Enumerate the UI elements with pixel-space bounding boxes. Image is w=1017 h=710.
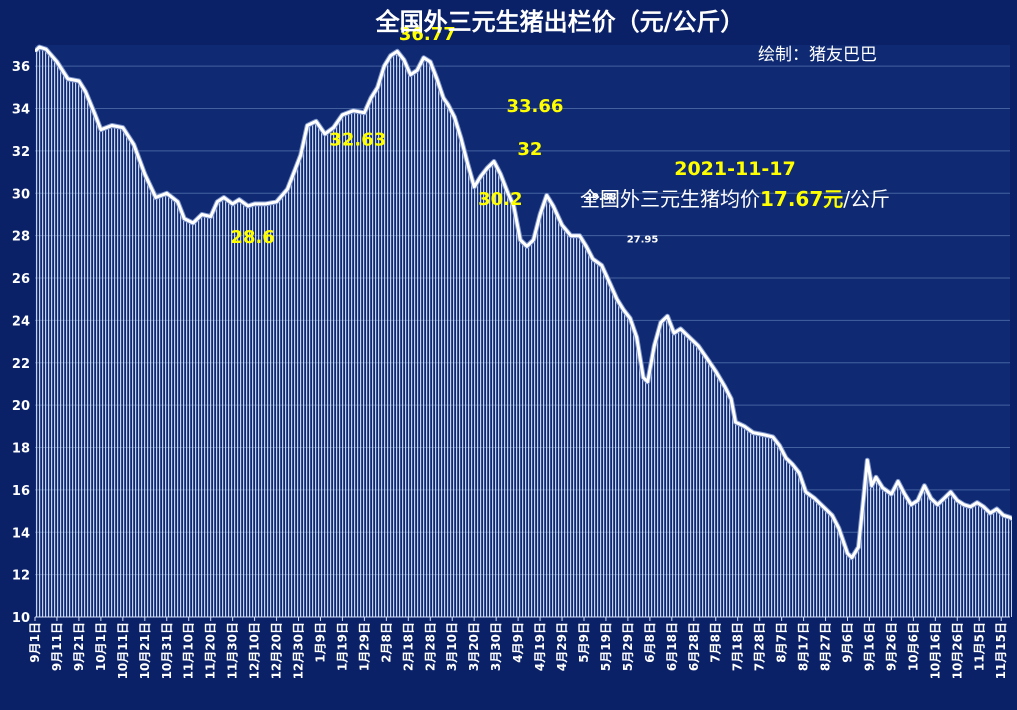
x-tick-label: 3月20日 — [467, 622, 481, 671]
x-tick-label: 11月30日 — [226, 622, 240, 679]
value-annotation: 32 — [517, 139, 542, 160]
value-annotation: 33.66 — [506, 96, 563, 117]
y-tick-label: 30 — [12, 187, 30, 202]
x-tick-label: 10月1日 — [94, 622, 108, 671]
x-tick-label: 9月11日 — [50, 622, 64, 671]
x-tick-label: 12月20日 — [270, 622, 284, 679]
latest-note-value: 17.67元 — [760, 187, 843, 211]
x-tick-label: 10月26日 — [950, 622, 964, 679]
price-area-fill — [35, 47, 1012, 617]
x-tick-label: 11月20日 — [204, 622, 218, 679]
latest-price-note: 全国外三元生猪均价17.67元/公斤 — [580, 187, 890, 211]
x-tick-label: 9月16日 — [862, 622, 876, 671]
y-tick-label: 26 — [12, 272, 30, 287]
x-tick-label: 7月18日 — [731, 622, 745, 671]
x-tick-label: 8月27日 — [819, 622, 833, 671]
y-tick-label: 34 — [12, 103, 30, 118]
x-tick-label: 12月30日 — [292, 622, 306, 679]
chart-credit: 绘制：猪友巴巴 — [758, 45, 877, 65]
x-tick-label: 6月28日 — [687, 622, 701, 671]
y-axis-ticks: 10 12 14 16 18 20 22 24 26 28 30 32 34 36 — [12, 60, 30, 626]
price-series-line — [35, 45, 1012, 560]
x-tick-label: 3月30日 — [489, 622, 503, 671]
x-tick-label: 12月10日 — [248, 622, 262, 679]
x-tick-label: 2月28日 — [423, 622, 437, 671]
value-annotation: 27.95 — [627, 235, 659, 246]
y-tick-label: 28 — [12, 230, 30, 245]
x-tick-label: 10月11日 — [116, 622, 130, 679]
y-tick-label: 32 — [12, 145, 30, 160]
x-tick-label: 4月29日 — [555, 622, 569, 671]
latest-date: 2021-11-17 — [674, 158, 796, 180]
chart-title: 全国外三元生猪出栏价（元/公斤） — [375, 8, 745, 36]
x-tick-label: 9月6日 — [841, 622, 855, 663]
x-tick-label: 1月9日 — [313, 622, 327, 663]
x-tick-label: 5月9日 — [577, 622, 591, 663]
latest-note-suffix: /公斤 — [843, 187, 890, 211]
y-tick-label: 16 — [12, 484, 30, 499]
y-tick-label: 18 — [12, 442, 30, 457]
value-annotation: 36.77 — [399, 24, 456, 45]
x-tick-label: 7月28日 — [753, 622, 767, 671]
y-tick-label: 22 — [12, 357, 30, 372]
value-annotation: 28.6 — [230, 227, 274, 248]
x-tick-label: 5月29日 — [621, 622, 635, 671]
x-tick-label: 10月6日 — [906, 622, 920, 671]
value-annotation: 32.63 — [329, 130, 386, 151]
x-tick-label: 2月8日 — [379, 622, 393, 663]
x-tick-label: 5月19日 — [599, 622, 613, 671]
y-tick-label: 12 — [12, 569, 30, 584]
x-tick-label: 8月17日 — [797, 622, 811, 671]
x-tick-label: 4月19日 — [533, 622, 547, 671]
x-tick-label: 11月5日 — [972, 622, 986, 671]
x-tick-label: 9月26日 — [884, 622, 898, 671]
y-tick-label: 36 — [12, 60, 30, 75]
x-tick-label: 1月29日 — [357, 622, 371, 671]
x-tick-label: 3月10日 — [445, 622, 459, 671]
x-tick-label: 10月16日 — [928, 622, 942, 679]
x-tick-label: 11月10日 — [182, 622, 196, 679]
value-annotation: 29.88 — [585, 192, 617, 203]
x-tick-label: 6月18日 — [665, 622, 679, 671]
x-tick-label: 9月21日 — [72, 622, 86, 671]
x-tick-label: 4月9日 — [511, 622, 525, 663]
value-annotation: 30.2 — [478, 189, 522, 210]
x-tick-label: 11月15日 — [994, 622, 1008, 679]
latest-note-prefix: 全国外三元生猪均价 — [580, 187, 760, 211]
x-tick-label: 2月18日 — [401, 622, 415, 671]
x-tick-label: 10月21日 — [138, 622, 152, 679]
value-annotations: 36.77 32.63 33.66 32 30.2 28.6 29.88 27.95 — [230, 24, 658, 248]
y-tick-label: 24 — [12, 314, 30, 329]
y-tick-label: 20 — [12, 399, 30, 414]
x-tick-label: 10月31日 — [160, 622, 174, 679]
x-tick-label: 1月19日 — [335, 622, 349, 671]
x-tick-label: 6月8日 — [643, 622, 657, 663]
x-tick-label: 7月8日 — [709, 622, 723, 663]
x-tick-label: 8月7日 — [775, 622, 789, 663]
y-tick-label: 14 — [12, 526, 30, 541]
x-tick-label: 9月1日 — [28, 622, 42, 663]
y-tick-label: 10 — [12, 611, 30, 626]
x-axis-ticks: 9月1日 9月11日 9月21日 10月1日 10月11日 10月21日 10月31日 11月… — [28, 617, 1008, 679]
